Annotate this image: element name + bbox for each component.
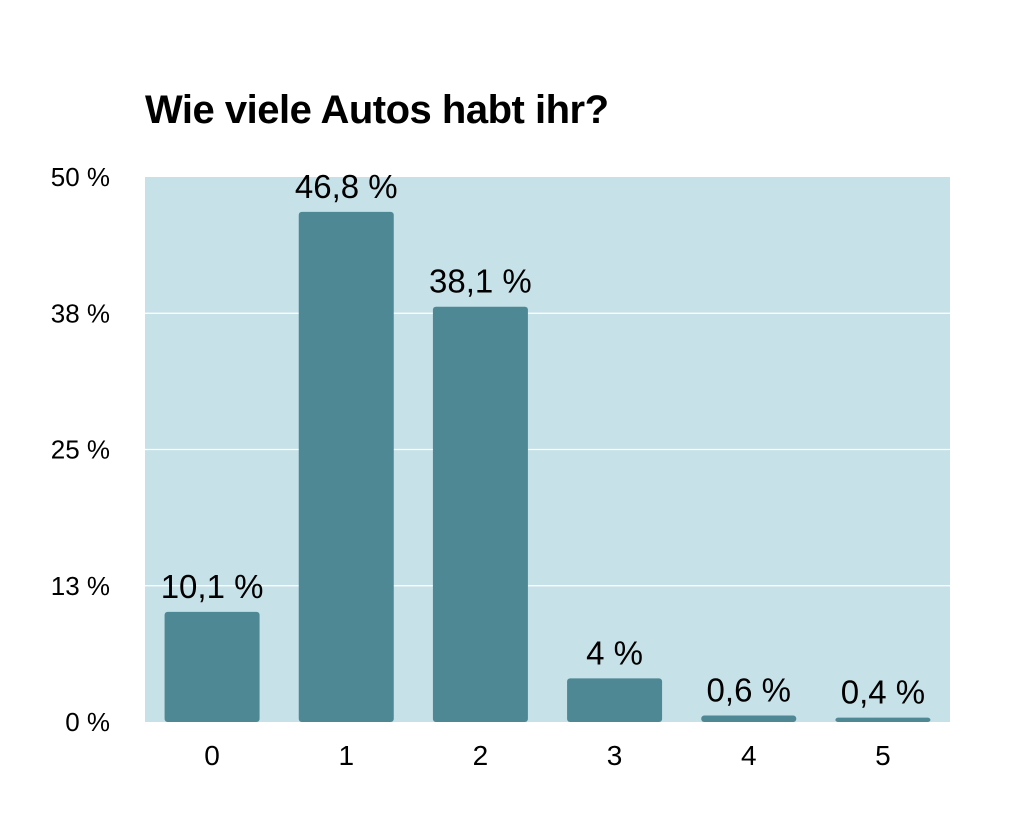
bars bbox=[164, 211, 931, 722]
bar bbox=[432, 306, 528, 722]
y-tick-label: 50 % bbox=[51, 162, 110, 192]
data-label: 4 % bbox=[586, 634, 643, 671]
gridlines bbox=[145, 312, 950, 587]
x-tick-label: 0 bbox=[204, 740, 220, 771]
x-tick-label: 1 bbox=[338, 740, 354, 771]
bar bbox=[567, 678, 663, 722]
bar bbox=[164, 611, 260, 722]
x-axis-ticks: 0 1 2 3 4 5 bbox=[204, 740, 890, 771]
x-tick-label: 5 bbox=[875, 740, 891, 771]
data-label: 0,4 % bbox=[841, 674, 925, 711]
x-tick-label: 3 bbox=[607, 740, 623, 771]
data-label: 0,6 % bbox=[707, 671, 791, 708]
bar bbox=[701, 715, 797, 722]
y-axis-ticks: 0 % 13 % 25 % 38 % 50 % bbox=[51, 162, 110, 737]
y-tick-label: 38 % bbox=[51, 298, 110, 328]
chart-title: Wie viele Autos habt ihr? bbox=[145, 88, 609, 132]
y-tick-label: 13 % bbox=[51, 571, 110, 601]
bar bbox=[298, 211, 394, 722]
data-label: 38,1 % bbox=[429, 263, 532, 300]
bar bbox=[835, 717, 931, 722]
x-tick-label: 4 bbox=[741, 740, 757, 771]
data-labels: 10,1 % 46,8 % 38,1 % 4 % 0,6 % 0,4 % bbox=[161, 168, 925, 711]
x-tick-label: 2 bbox=[473, 740, 489, 771]
y-tick-label: 0 % bbox=[65, 707, 110, 737]
y-tick-label: 25 % bbox=[51, 435, 110, 465]
data-label: 46,8 % bbox=[295, 168, 398, 205]
data-label: 10,1 % bbox=[161, 568, 264, 605]
